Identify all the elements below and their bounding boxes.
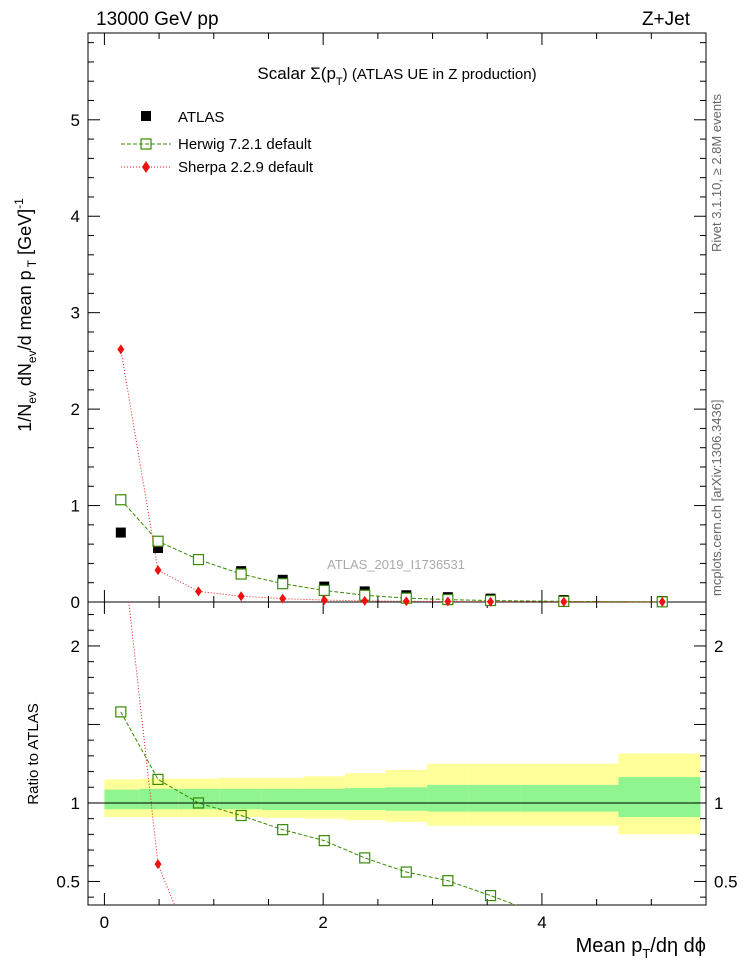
- ratio-plot-frame: [87, 601, 707, 906]
- herwig-point-3: [235, 568, 247, 580]
- herwig-point-0: [115, 494, 127, 506]
- herwig-line: [120, 499, 663, 603]
- ratio-bands: [88, 753, 706, 835]
- herwig-ratio-point-9: [484, 889, 497, 902]
- band-inner-5: [303, 788, 346, 811]
- herwig-ratio-point-7: [400, 866, 412, 878]
- sherpa-ratio-point-1: [154, 859, 162, 870]
- sherpa-point-4: [279, 593, 287, 604]
- xtick-label-0: 0: [100, 913, 109, 932]
- ratio-series: [115, 602, 518, 905]
- band-inner-7: [385, 787, 428, 811]
- main-ytick-label-0: 0: [71, 593, 80, 612]
- main-ticks: 0 1 2 3 4 5: [71, 33, 707, 612]
- sherpa-point-2: [194, 586, 202, 597]
- ratio-ytick-label-left-2: 2: [71, 637, 80, 656]
- herwig-ratio-point-8: [442, 875, 454, 887]
- sherpa-point-5: [320, 595, 328, 606]
- herwig-point-5: [318, 584, 330, 597]
- mcplots-label: mcplots.cern.ch [arXiv:1306.3436]: [709, 399, 724, 596]
- herwig-ratio-point-0: [115, 706, 127, 718]
- band-inner-9: [468, 784, 521, 812]
- sherpa-point-9: [487, 596, 495, 607]
- main-ytick-label-2: 2: [71, 400, 80, 419]
- legend-label-atlas: ATLAS: [178, 109, 224, 126]
- sherpa-point-3: [237, 591, 245, 602]
- band-inner-0: [104, 789, 140, 810]
- xlabel: Mean pT/dη dϕ: [576, 935, 706, 961]
- herwig-point-2: [192, 553, 205, 566]
- xtick-label-1: 2: [318, 913, 327, 932]
- title-sub: T: [336, 76, 343, 88]
- band-inner-1: [139, 788, 179, 810]
- ratio-ytick-label-right-0: 0.5: [714, 872, 738, 891]
- sherpa-point-6: [361, 595, 369, 606]
- herwig-ratio-point-1: [152, 773, 164, 786]
- data-point-0: [115, 527, 126, 538]
- ratio-ytick-label-left-0: 0.5: [56, 872, 80, 891]
- band-inner-10: [520, 784, 619, 812]
- ratio-ytick-label-left-1: 1: [71, 794, 80, 813]
- sherpa-point-8: [444, 596, 452, 607]
- plot-title: Scalar Σ(pT) (ATLAS UE in Z production): [257, 64, 536, 88]
- sherpa-point-11: [658, 596, 666, 607]
- legend-marker-sherpa: [142, 161, 150, 173]
- main-ytick-label-3: 3: [71, 304, 80, 323]
- main-ytick-label-4: 4: [71, 207, 80, 226]
- band-inner-8: [427, 784, 469, 812]
- main-ylabel: 1/Nev dNev/d mean p T [GeV]-1: [12, 198, 39, 432]
- herwig-ratio-point-4: [277, 824, 289, 836]
- ratio-ylabel: Ratio to ATLAS: [25, 703, 42, 804]
- title-sigma: Σ(p: [310, 64, 336, 83]
- band-inner-2: [178, 788, 220, 810]
- header-right: Z+Jet: [642, 9, 691, 30]
- sherpa-ratio-line: [128, 602, 176, 905]
- herwig-ratio-point-6: [359, 852, 371, 864]
- main-ytick-label-5: 5: [71, 111, 80, 130]
- title-suffix: ) (ATLAS UE in Z production): [343, 66, 537, 83]
- legend-marker-atlas: [141, 111, 151, 121]
- header-left: 13000 GeV pp: [96, 9, 219, 30]
- herwig-ratio-point-2: [192, 797, 205, 809]
- title-prefix: Scalar: [257, 64, 310, 83]
- analysis-watermark: ATLAS_2019_I1736531: [327, 557, 465, 572]
- legend-label-sherpa: Sherpa 2.2.9 default: [178, 159, 314, 176]
- rivet-label: Rivet 3.1.10, ≥ 2.8M events: [709, 93, 724, 252]
- herwig-point-4: [277, 578, 289, 590]
- herwig-ratio-point-3: [235, 809, 247, 822]
- legend: ATLAS Herwig 7.2.1 default Sherpa 2.2.9 …: [121, 109, 314, 176]
- band-inner-11: [618, 777, 701, 818]
- band-inner-4: [261, 788, 304, 811]
- sherpa-point-7: [402, 596, 410, 607]
- band-inner-3: [219, 788, 262, 810]
- ratio-ytick-label-right-2: 2: [714, 637, 723, 656]
- herwig-point-1: [152, 535, 164, 547]
- main-series: [115, 344, 668, 608]
- xtick-label-2: 4: [537, 913, 546, 932]
- sherpa-point-10: [560, 596, 568, 607]
- ratio-ticks: 0 2 4 0.5 0.5 1 1 2 2: [56, 602, 738, 932]
- band-inner-6: [345, 788, 386, 811]
- sherpa-point-0: [117, 344, 125, 355]
- legend-marker-herwig: [140, 138, 152, 150]
- main-ytick-label-1: 1: [71, 497, 80, 516]
- legend-label-herwig: Herwig 7.2.1 default: [178, 136, 312, 153]
- ratio-ytick-label-right-1: 1: [714, 794, 723, 813]
- data-point-1: [153, 542, 164, 553]
- herwig-ratio-line: [120, 711, 518, 905]
- herwig-ratio-point-5: [318, 835, 330, 847]
- sherpa-point-1: [154, 565, 162, 576]
